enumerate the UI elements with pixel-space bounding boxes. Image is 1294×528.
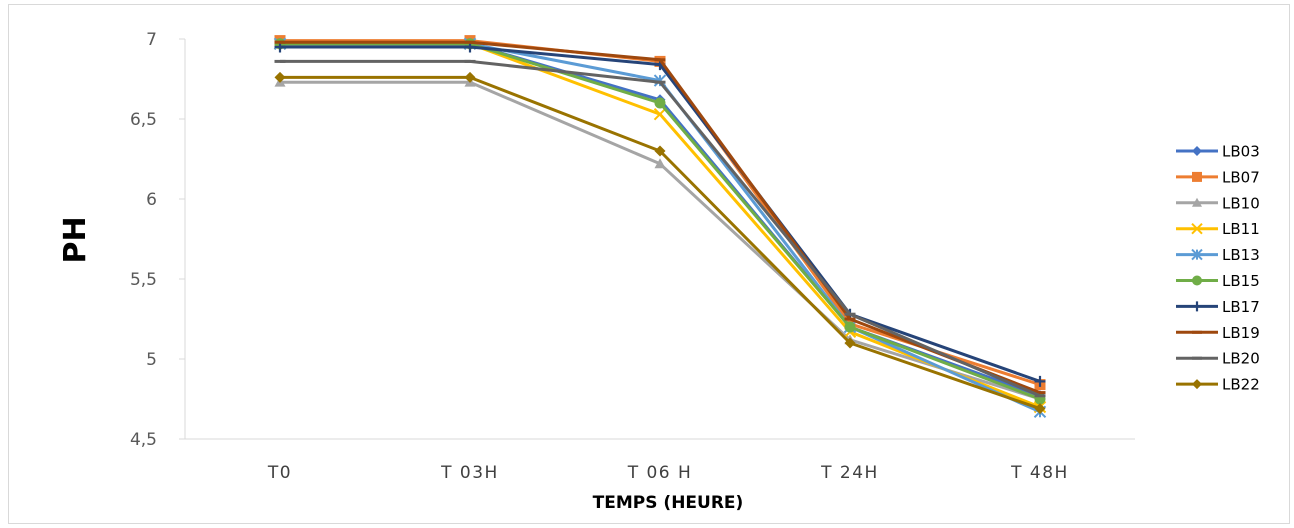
legend-entry: LB15 xyxy=(1176,272,1260,290)
data-point xyxy=(274,71,286,83)
legend-label: LB22 xyxy=(1222,376,1260,394)
legend-entry: LB10 xyxy=(1176,194,1260,212)
x-tick-label: T 06 H xyxy=(627,463,693,483)
legend-marker xyxy=(1192,197,1202,207)
y-tick-label: 7 xyxy=(146,30,157,50)
legend-label: LB10 xyxy=(1222,194,1260,212)
x-tick-label: T 48H xyxy=(1010,463,1069,483)
series-lb20 xyxy=(274,59,1046,398)
legend-label: LB13 xyxy=(1222,246,1260,264)
series-line xyxy=(280,75,1041,411)
legend-label: LB11 xyxy=(1222,220,1260,238)
y-axis-title: PH xyxy=(58,216,93,263)
legend-entry: LB19 xyxy=(1176,324,1260,342)
y-tick-label: 6 xyxy=(146,190,157,210)
x-tick-label: T 03H xyxy=(440,463,499,483)
chart-frame xyxy=(8,4,1290,524)
series-lb22 xyxy=(274,71,1046,415)
legend-label: LB07 xyxy=(1222,168,1260,186)
legend-entry: LB17 xyxy=(1176,298,1260,316)
series-layer xyxy=(273,35,1047,419)
legend-label: LB03 xyxy=(1222,143,1260,161)
legend-marker xyxy=(1192,275,1202,286)
legend-entry: LB20 xyxy=(1176,350,1260,368)
legend-marker xyxy=(1192,146,1202,156)
y-tick-label: 5 xyxy=(146,350,157,370)
data-point xyxy=(1034,403,1046,415)
series-lb17 xyxy=(274,41,1046,387)
legend-label: LB20 xyxy=(1222,350,1260,368)
legend-entry: LB13 xyxy=(1176,246,1260,264)
data-point xyxy=(654,97,666,109)
y-tick-label: 4,5 xyxy=(130,430,157,450)
series-lb03 xyxy=(274,38,1046,402)
data-point xyxy=(654,145,666,157)
series-line xyxy=(280,80,1041,401)
legend: LB03 LB07 LB10 LB11 LB13 LB15 LB17 LB19 LB20 LB22 xyxy=(1176,143,1260,394)
x-tick-label: T 24H xyxy=(820,463,879,483)
y-tick-label: 5,5 xyxy=(130,270,157,290)
legend-marker xyxy=(1192,301,1202,312)
legend-marker xyxy=(1191,222,1203,235)
series-line xyxy=(280,39,1041,387)
data-point xyxy=(654,158,666,169)
legend-marker xyxy=(1192,171,1202,182)
legend-marker xyxy=(1192,379,1202,390)
data-point xyxy=(1034,375,1046,387)
legend-entry: LB07 xyxy=(1176,168,1260,186)
data-point xyxy=(653,107,667,121)
series-lb07 xyxy=(274,35,1046,391)
data-point xyxy=(844,321,856,333)
legend-entry: LB22 xyxy=(1176,376,1260,394)
legend-entry: LB11 xyxy=(1176,220,1260,238)
legend-marker xyxy=(1191,248,1203,261)
legend-entry: LB03 xyxy=(1176,143,1260,161)
data-point xyxy=(844,337,856,349)
x-axis-title: TEMPS (HEURE) xyxy=(593,493,744,513)
legend-label: LB15 xyxy=(1222,272,1260,290)
x-tick-label: T0 xyxy=(267,463,292,483)
legend-label: LB17 xyxy=(1222,298,1260,316)
data-point xyxy=(464,71,476,83)
axes: 4,5 5 5,5 6 6,5 7 T0 T 03H T 06 H T 24H T 48H xyxy=(130,30,1135,483)
series-line xyxy=(280,59,1041,398)
legend-label: LB19 xyxy=(1222,324,1260,342)
y-tick-label: 6,5 xyxy=(130,110,157,130)
